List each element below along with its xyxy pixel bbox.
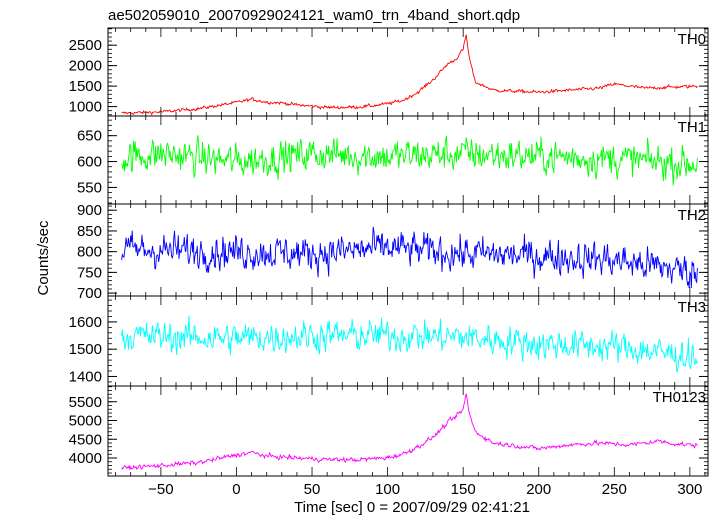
y-tick-label: 4500 [69,431,102,448]
x-tick-label: 150 [451,481,476,498]
panel-th3: 1400 1500 1600 TH3 [69,295,709,387]
panel-label: TH1 [678,119,706,136]
y-tick-label: 2000 [69,58,102,75]
y-tick-label: 4000 [69,450,102,467]
panel-frame [107,115,709,205]
y-tick-label: 550 [77,179,102,196]
y-tick-label: 800 [77,244,102,261]
y-tick-label: 5500 [69,394,102,411]
y-tick-label: 750 [77,264,102,281]
series-line-th1 [121,135,698,186]
series-line-th0123 [121,393,698,471]
panel-frame [107,27,709,117]
series-line-th3 [121,315,698,373]
y-tick-label: 1500 [69,78,102,95]
panel-label: TH0123 [653,389,706,406]
panel-th1: 550 600 650 TH1 [77,115,709,205]
x-tick-label: 250 [602,481,627,498]
figure-title: ae502059010_20070929024121_wam0_trn_4ban… [108,7,520,24]
y-tick-label: 900 [77,202,102,219]
y-tick-label: 2500 [69,37,102,54]
x-tick-label: 0 [232,481,240,498]
y-tick-label: 1400 [69,368,102,385]
y-tick-label: 5000 [69,413,102,430]
x-tick-label: 300 [677,481,702,498]
panel-th0: 1000 1500 2000 2500 TH0 [69,27,709,117]
y-tick-label: 1600 [69,314,102,331]
panel-label: TH0 [678,31,706,48]
x-axis-label: Time [sec] 0 = 2007/09/29 02:41:21 [294,499,530,516]
y-tick-label: 700 [77,285,102,302]
panel-label: TH3 [678,299,706,316]
y-axis-label: Counts/sec [35,220,52,296]
panel-frame [107,385,709,477]
y-tick-label: 850 [77,223,102,240]
y-tick-label: 600 [77,154,102,171]
panel-label: TH2 [678,207,706,224]
series-line-th2 [121,226,698,288]
x-tick-label: 200 [526,481,551,498]
y-tick-label: 1500 [69,341,102,358]
y-tick-label: 650 [77,128,102,145]
y-tick-label: 1000 [69,99,102,116]
x-tick-label: 100 [375,481,400,498]
panel-frame [107,203,709,297]
x-tick-label: −50 [148,481,173,498]
panel-th2: 700 750 800 850 900 TH2 [77,202,709,302]
x-tick-label: 50 [304,481,321,498]
series-line-th0 [121,34,698,116]
